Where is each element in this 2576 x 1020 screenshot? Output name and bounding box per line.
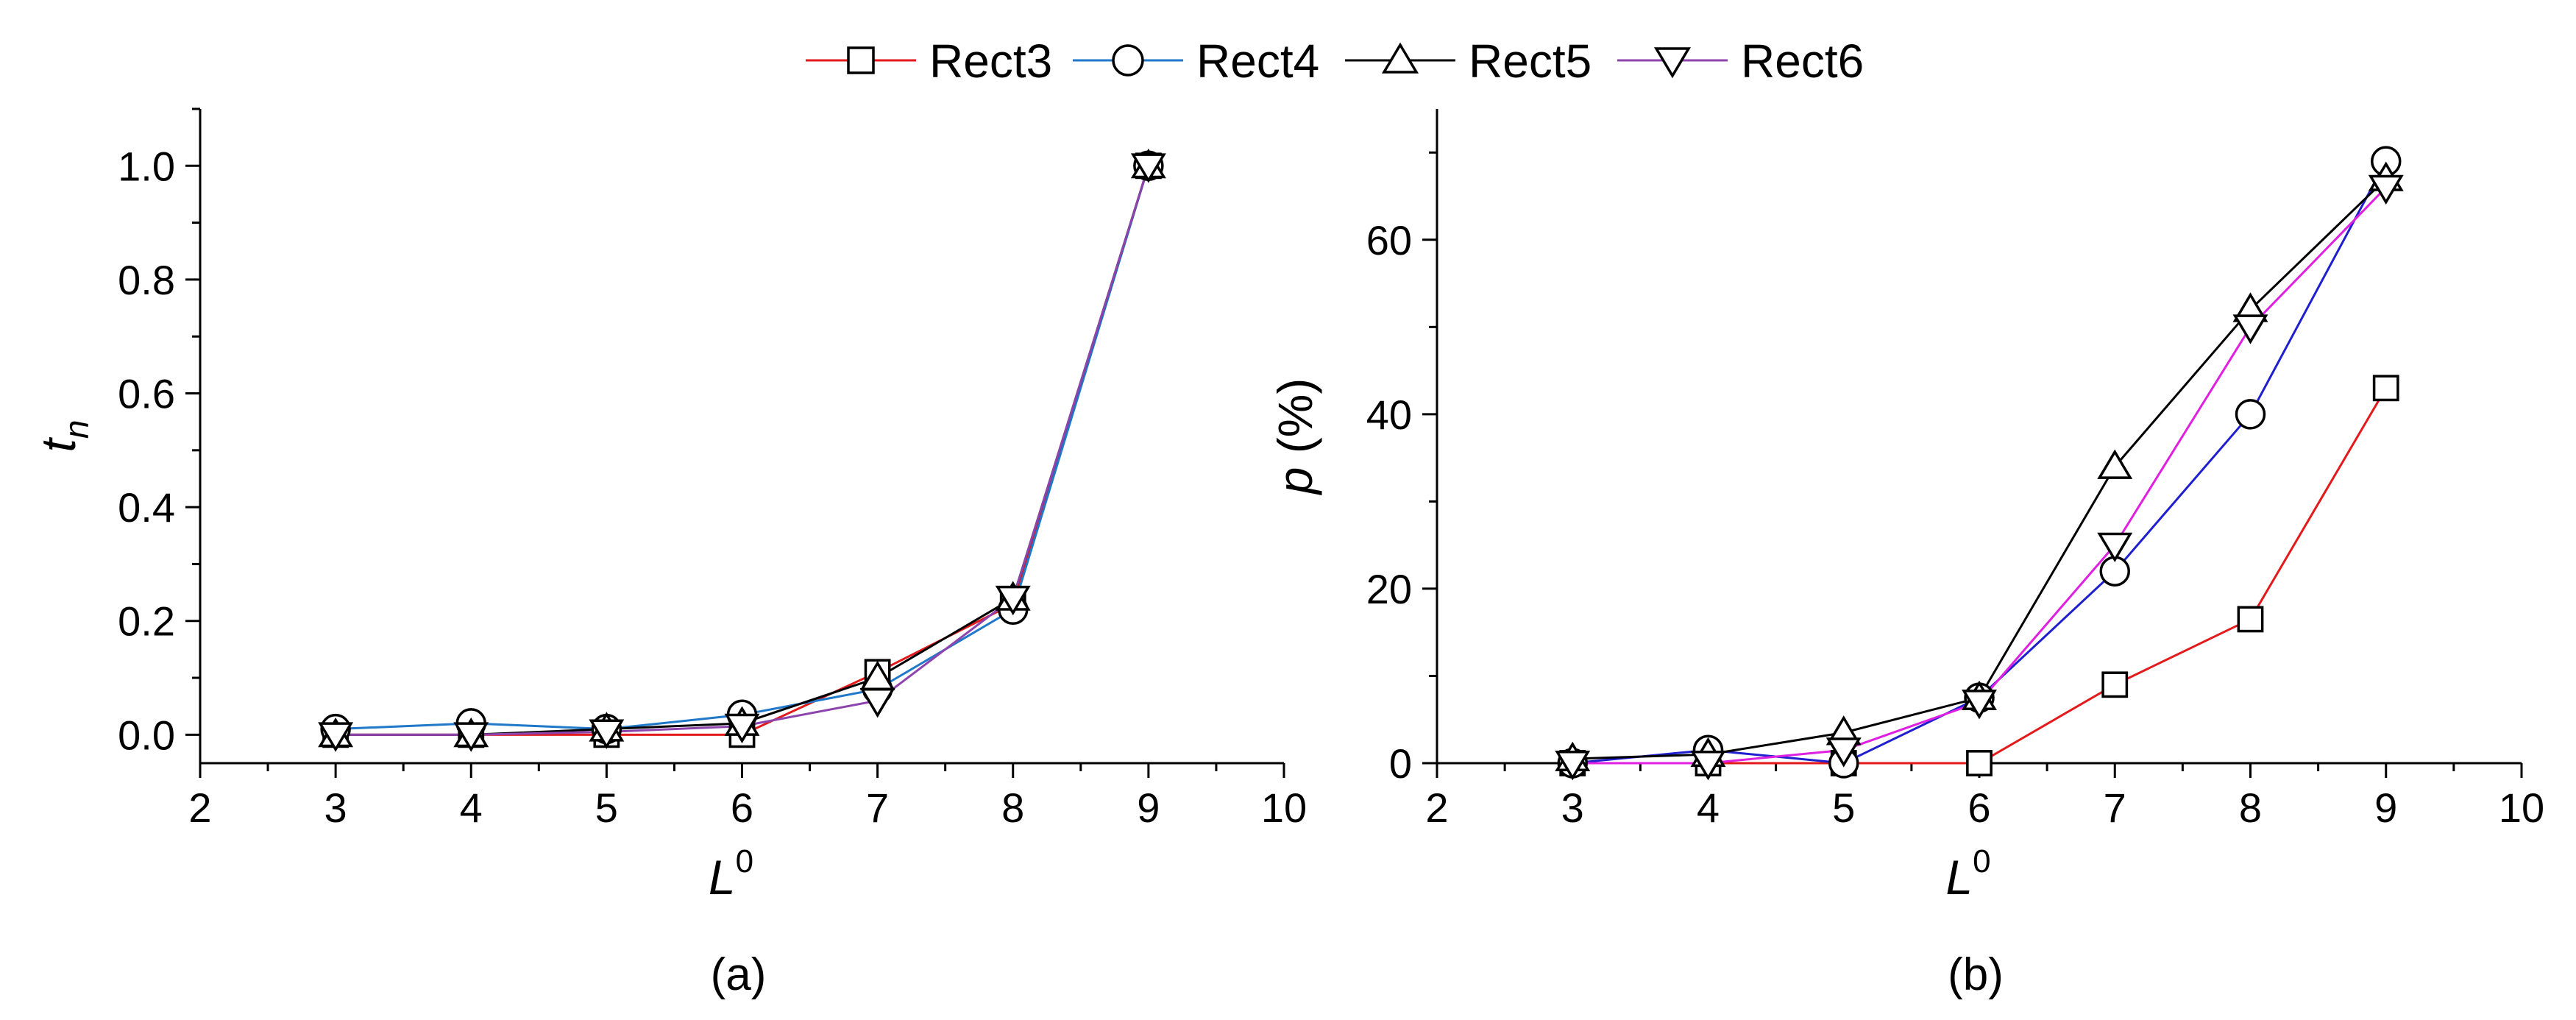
panel-a-x-tick-label: 4 (460, 785, 483, 831)
panel-b-x-tick-label: 5 (1832, 785, 1855, 831)
legend-marker-rect3 (847, 46, 875, 74)
panel-b-point-rect3 (2101, 671, 2129, 698)
panel-b-point-rect6 (2368, 174, 2404, 205)
panel-b-x-axis-title-main: L (1945, 850, 1973, 904)
panel-a-y-tick-label: 0.2 (118, 598, 175, 645)
panel-b-x-tick-label: 4 (1697, 785, 1720, 831)
panel-a-panel-label: (a) (711, 949, 767, 1000)
panel-a-x-tick-label: 2 (188, 785, 211, 831)
panel-a-y-tick-label: 0.6 (118, 371, 175, 417)
panel-a-point-rect6 (589, 719, 625, 749)
panel-b-x-tick-label: 6 (1968, 785, 1990, 831)
panel-a-y-tick-label: 0.8 (118, 257, 175, 303)
panel-a-y-tick-label: 0.4 (118, 484, 175, 531)
panel-a-y-tick-label: 1.0 (118, 143, 175, 189)
legend-marker-rect5 (1381, 42, 1419, 74)
panel-a-x-axis-title-sup: 0 (736, 843, 753, 879)
panel-b-point-rect6 (1690, 751, 1726, 781)
panel-b-point-rect3 (2372, 375, 2399, 402)
panel-a-y-tick-label: 0.0 (118, 712, 175, 758)
panel-b-y-axis-title-main: p (1268, 467, 1322, 496)
panel-b-x-tick-label: 9 (2374, 785, 2397, 831)
panel-b-point-rect5 (2097, 449, 2133, 479)
panel-a-point-rect6 (318, 722, 354, 752)
legend-marker-rect4 (1112, 44, 1144, 77)
legend-label-rect5: Rect5 (1469, 35, 1592, 88)
panel-a-x-tick-label: 7 (866, 785, 889, 831)
panel-a-point-rect6 (453, 722, 489, 752)
panel-b-point-rect6 (1962, 690, 1997, 720)
legend-marker-rect6 (1653, 47, 1692, 79)
panel-b-point-rect6 (2097, 532, 2133, 563)
panel-a-x-axis-title-main: L (709, 850, 736, 904)
panel-b-point-rect6 (1555, 751, 1591, 781)
panel-a-x-tick-label: 10 (1261, 785, 1307, 831)
panel-a-point-rect6 (859, 688, 895, 718)
panel-b-point-rect6 (1825, 737, 1862, 768)
legend-label-rect4: Rect4 (1196, 35, 1319, 88)
panel-b-x-tick-label: 3 (1561, 785, 1584, 831)
legend-label-rect6: Rect6 (1741, 35, 1864, 88)
panel-a-x-tick-label: 9 (1137, 785, 1160, 831)
panel-a-y-axis-title-sub: n (57, 420, 96, 439)
panel-b-point-rect3 (1966, 750, 1993, 776)
panel-b-y-tick-label: 40 (1366, 392, 1412, 438)
panel-b-y-tick-label: 20 (1366, 566, 1412, 612)
panel-b-x-tick-label: 10 (2499, 785, 2544, 831)
panel-a-point-rect6 (995, 585, 1031, 616)
panel-b-point-rect6 (2232, 314, 2268, 344)
panel-a-x-tick-label: 8 (1001, 785, 1024, 831)
panel-b-x-axis-title: L0 (1945, 843, 1990, 904)
panel-b-x-tick-label: 8 (2239, 785, 2262, 831)
panel-b-x-tick-label: 2 (1425, 785, 1448, 831)
panel-a-chart: 2 3 4 5 6 7 8 9 10 0.0 0.2 0.4 0.6 0.8 1.0 L0 tn (a) (31, 107, 1307, 1000)
legend-label-rect3: Rect3 (929, 35, 1052, 88)
panel-a-x-tick-label: 5 (595, 785, 618, 831)
panel-b-y-tick-label: 60 (1366, 217, 1412, 263)
panel-a-y-axis-title: tn (31, 420, 96, 453)
panel-b-y-axis-title-suffix: (%) (1268, 378, 1322, 467)
panel-b-point-rect4 (2235, 399, 2266, 430)
panel-b-x-axis-title-sup: 0 (1973, 843, 1990, 879)
legend: Rect3 Rect4 Rect5 Rect6 (806, 35, 1864, 88)
panel-b-x-tick-label: 7 (2104, 785, 2126, 831)
panel-b-panel-label: (b) (1948, 949, 2004, 1000)
panel-a-x-tick-label: 3 (324, 785, 347, 831)
panel-b-y-tick-label: 0 (1389, 740, 1412, 787)
panel-a-x-tick-label: 6 (731, 785, 753, 831)
panel-a-x-axis-title: L0 (709, 843, 753, 904)
panel-b-y-axis-title: p (%) (1268, 378, 1322, 496)
panel-a-point-rect6 (724, 713, 760, 744)
panel-b-point-rect3 (2237, 606, 2264, 633)
panel-a-y-axis-title-main: t (31, 436, 85, 452)
panel-a-point-rect6 (1130, 153, 1166, 183)
